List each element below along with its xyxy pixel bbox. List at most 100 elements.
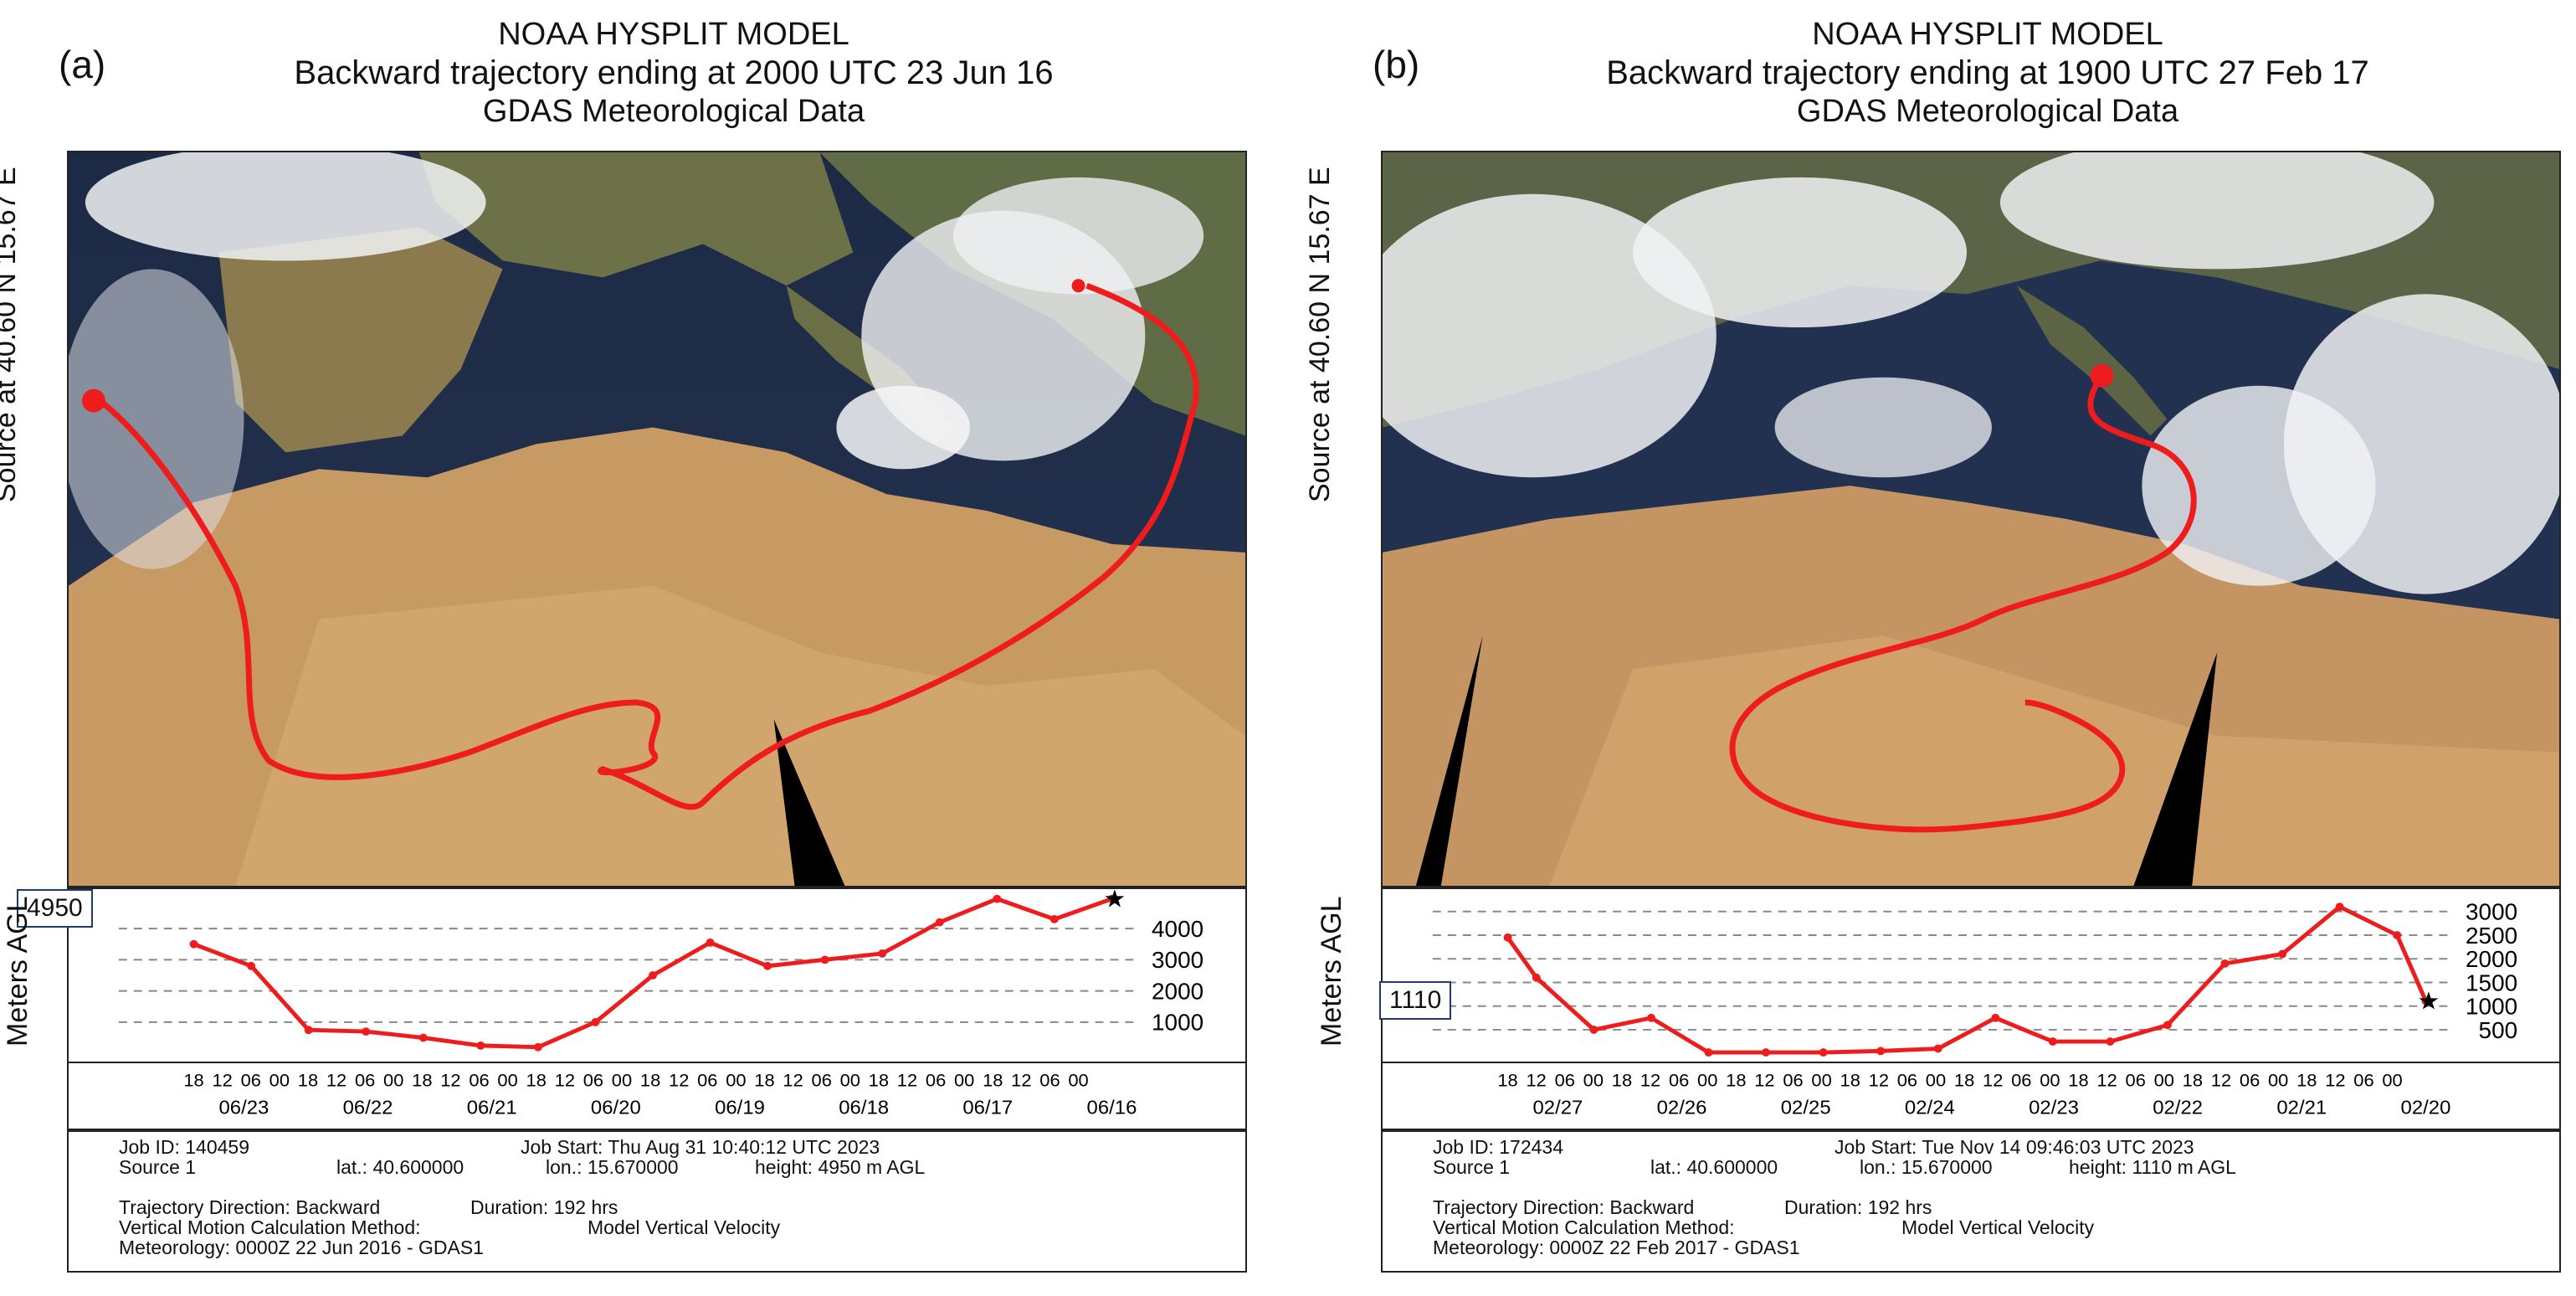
hour-tick-label: 00 (1697, 1070, 1717, 1091)
cloud (1774, 377, 1992, 478)
date-tick-label: 02/21 (2276, 1098, 2327, 1119)
start-height-badge: 4950 (17, 889, 93, 928)
hour-tick-label: 00 (2268, 1070, 2288, 1091)
start-star-icon: ★ (2417, 986, 2440, 1016)
height-point (476, 1041, 485, 1050)
height-point (533, 1042, 542, 1052)
height-point (2421, 996, 2430, 1005)
time-axis-svg: 18 12 06 00 18 12 06 00 18 12 06 00 18 12 06 00 18 12 06 00… (183, 1070, 1137, 1119)
vertical-method: Vertical Motion Calculation Method: (119, 1216, 421, 1238)
cloud (85, 152, 486, 261)
height-point (2163, 1021, 2172, 1030)
sahara-land (1549, 635, 2559, 886)
height-tick-label: 3000 (2466, 899, 2517, 925)
trajectory-direction: Trajectory Direction: Backward (119, 1196, 381, 1218)
height-point (1933, 1044, 1942, 1053)
height-tick-label: 1000 (1152, 1010, 1203, 1036)
hour-tick-label: 00 (2040, 1070, 2060, 1091)
hour-tick-label: 00 (497, 1070, 517, 1091)
hour-tick-label: 06 (812, 1070, 832, 1091)
panel-a: (a) NOAA HYSPLIT MODEL Backward trajecto… (0, 0, 1289, 1296)
trajectory-line (1729, 375, 2197, 833)
iberia-land (218, 227, 503, 453)
height-point (189, 939, 198, 949)
height-point (2393, 931, 2402, 939)
duration: Duration: 192 hrs (1784, 1196, 1932, 1218)
trajectory-direction: Trajectory Direction: Backward (1433, 1196, 1695, 1218)
height-point (1589, 1026, 1598, 1034)
height-tick-label: 3000 (1152, 947, 1203, 973)
cloud (1383, 193, 1716, 478)
hour-tick-label: 12 (669, 1070, 689, 1091)
trajectory-map (67, 151, 1247, 887)
hour-tick-label: 12 (1869, 1070, 1889, 1091)
hour-tick-label: 06 (1555, 1070, 1575, 1091)
model-title: NOAA HYSPLIT MODEL (498, 17, 849, 52)
hour-tick-label: 00 (1811, 1070, 1831, 1091)
source-lon: lon.: 15.670000 (546, 1156, 679, 1178)
trajectory-line (100, 283, 1199, 810)
height-point (418, 1033, 428, 1042)
height-point (1819, 1048, 1828, 1057)
height-point (247, 961, 256, 970)
hour-tick-label: 12 (1754, 1070, 1774, 1091)
hour-tick-label: 18 (1726, 1070, 1746, 1091)
hour-tick-label: 18 (526, 1070, 547, 1091)
duration: Duration: 192 hrs (470, 1196, 618, 1218)
cloud (69, 269, 244, 569)
height-point (1503, 933, 1512, 942)
job-id: Job ID: 172434 (1433, 1136, 1564, 1158)
meteorology: Meteorology: 0000Z 22 Feb 2017 - GDAS1 (1433, 1237, 1800, 1258)
hour-tick-label: 18 (983, 1070, 1003, 1091)
hour-tick-label: 00 (2382, 1070, 2402, 1091)
height-point (1762, 1048, 1771, 1057)
cloud (1999, 152, 2435, 270)
height-line (1506, 904, 2428, 1055)
hour-tick-label: 12 (1011, 1070, 1031, 1091)
model-title: NOAA HYSPLIT MODEL (1812, 17, 2163, 52)
height-point (2335, 903, 2344, 912)
date-tick-label: 02/22 (2153, 1098, 2203, 1119)
trajectory-title: Backward trajectory ending at 1900 UTC 2… (1606, 54, 2369, 91)
hour-tick-label: 18 (1612, 1070, 1632, 1091)
hour-tick-label: 00 (840, 1070, 860, 1091)
hour-tick-label: 18 (2296, 1070, 2317, 1091)
trajectory-title: Backward trajectory ending at 2000 UTC 2… (294, 54, 1054, 91)
height-tick-label: 2000 (1152, 979, 1203, 1005)
hour-tick-label: 18 (1497, 1070, 1517, 1091)
height-point (362, 1027, 371, 1036)
time-axis-svg: 18 12 06 00 18 12 06 00 18 12 06 00 18 12 06 00 18 12 06 00… (1497, 1070, 2451, 1119)
cloud (952, 177, 1204, 295)
hour-tick-label: 18 (412, 1070, 432, 1091)
height-point (706, 938, 715, 947)
hour-tick-label: 06 (2011, 1070, 2031, 1091)
hour-tick-label: 18 (298, 1070, 318, 1091)
job-info: Job ID: 172434 Job Start: Tue Nov 14 09:… (1381, 1130, 2561, 1273)
height-point (1646, 1013, 1655, 1022)
panel-b: (b) NOAA HYSPLIT MODEL Backward trajecto… (1304, 0, 2576, 1296)
date-tick-label: 06/21 (467, 1098, 517, 1119)
trajectory-end-marker (1071, 279, 1085, 293)
trajectory-start-marker (2090, 363, 2114, 388)
map-svg (69, 152, 1245, 886)
cloud (836, 385, 970, 470)
height-tick-label: 4000 (1152, 916, 1203, 942)
hour-tick-label: 06 (2126, 1070, 2146, 1091)
hour-tick-label: 00 (1068, 1070, 1088, 1091)
hour-tick-label: 00 (726, 1070, 746, 1091)
date-tick-label: 06/23 (218, 1098, 269, 1119)
hour-tick-label: 18 (869, 1070, 889, 1091)
height-point (304, 1026, 313, 1035)
date-tick-label: 02/26 (1657, 1098, 1707, 1119)
height-tick-label: 500 (2479, 1017, 2518, 1043)
hour-tick-label: 18 (2183, 1070, 2203, 1091)
hour-tick-label: 06 (1783, 1070, 1803, 1091)
height-point (763, 961, 772, 970)
date-tick-label: 02/27 (1532, 1098, 1583, 1119)
source-number: Source 1 (119, 1156, 197, 1178)
height-profile: 500 1000 1500 2000 2500 3000 ★ (1381, 887, 2561, 1063)
height-point (1991, 1013, 2000, 1022)
hour-tick-label: 06 (241, 1070, 261, 1091)
height-point (993, 894, 1002, 903)
date-tick-label: 02/20 (2401, 1098, 2451, 1119)
